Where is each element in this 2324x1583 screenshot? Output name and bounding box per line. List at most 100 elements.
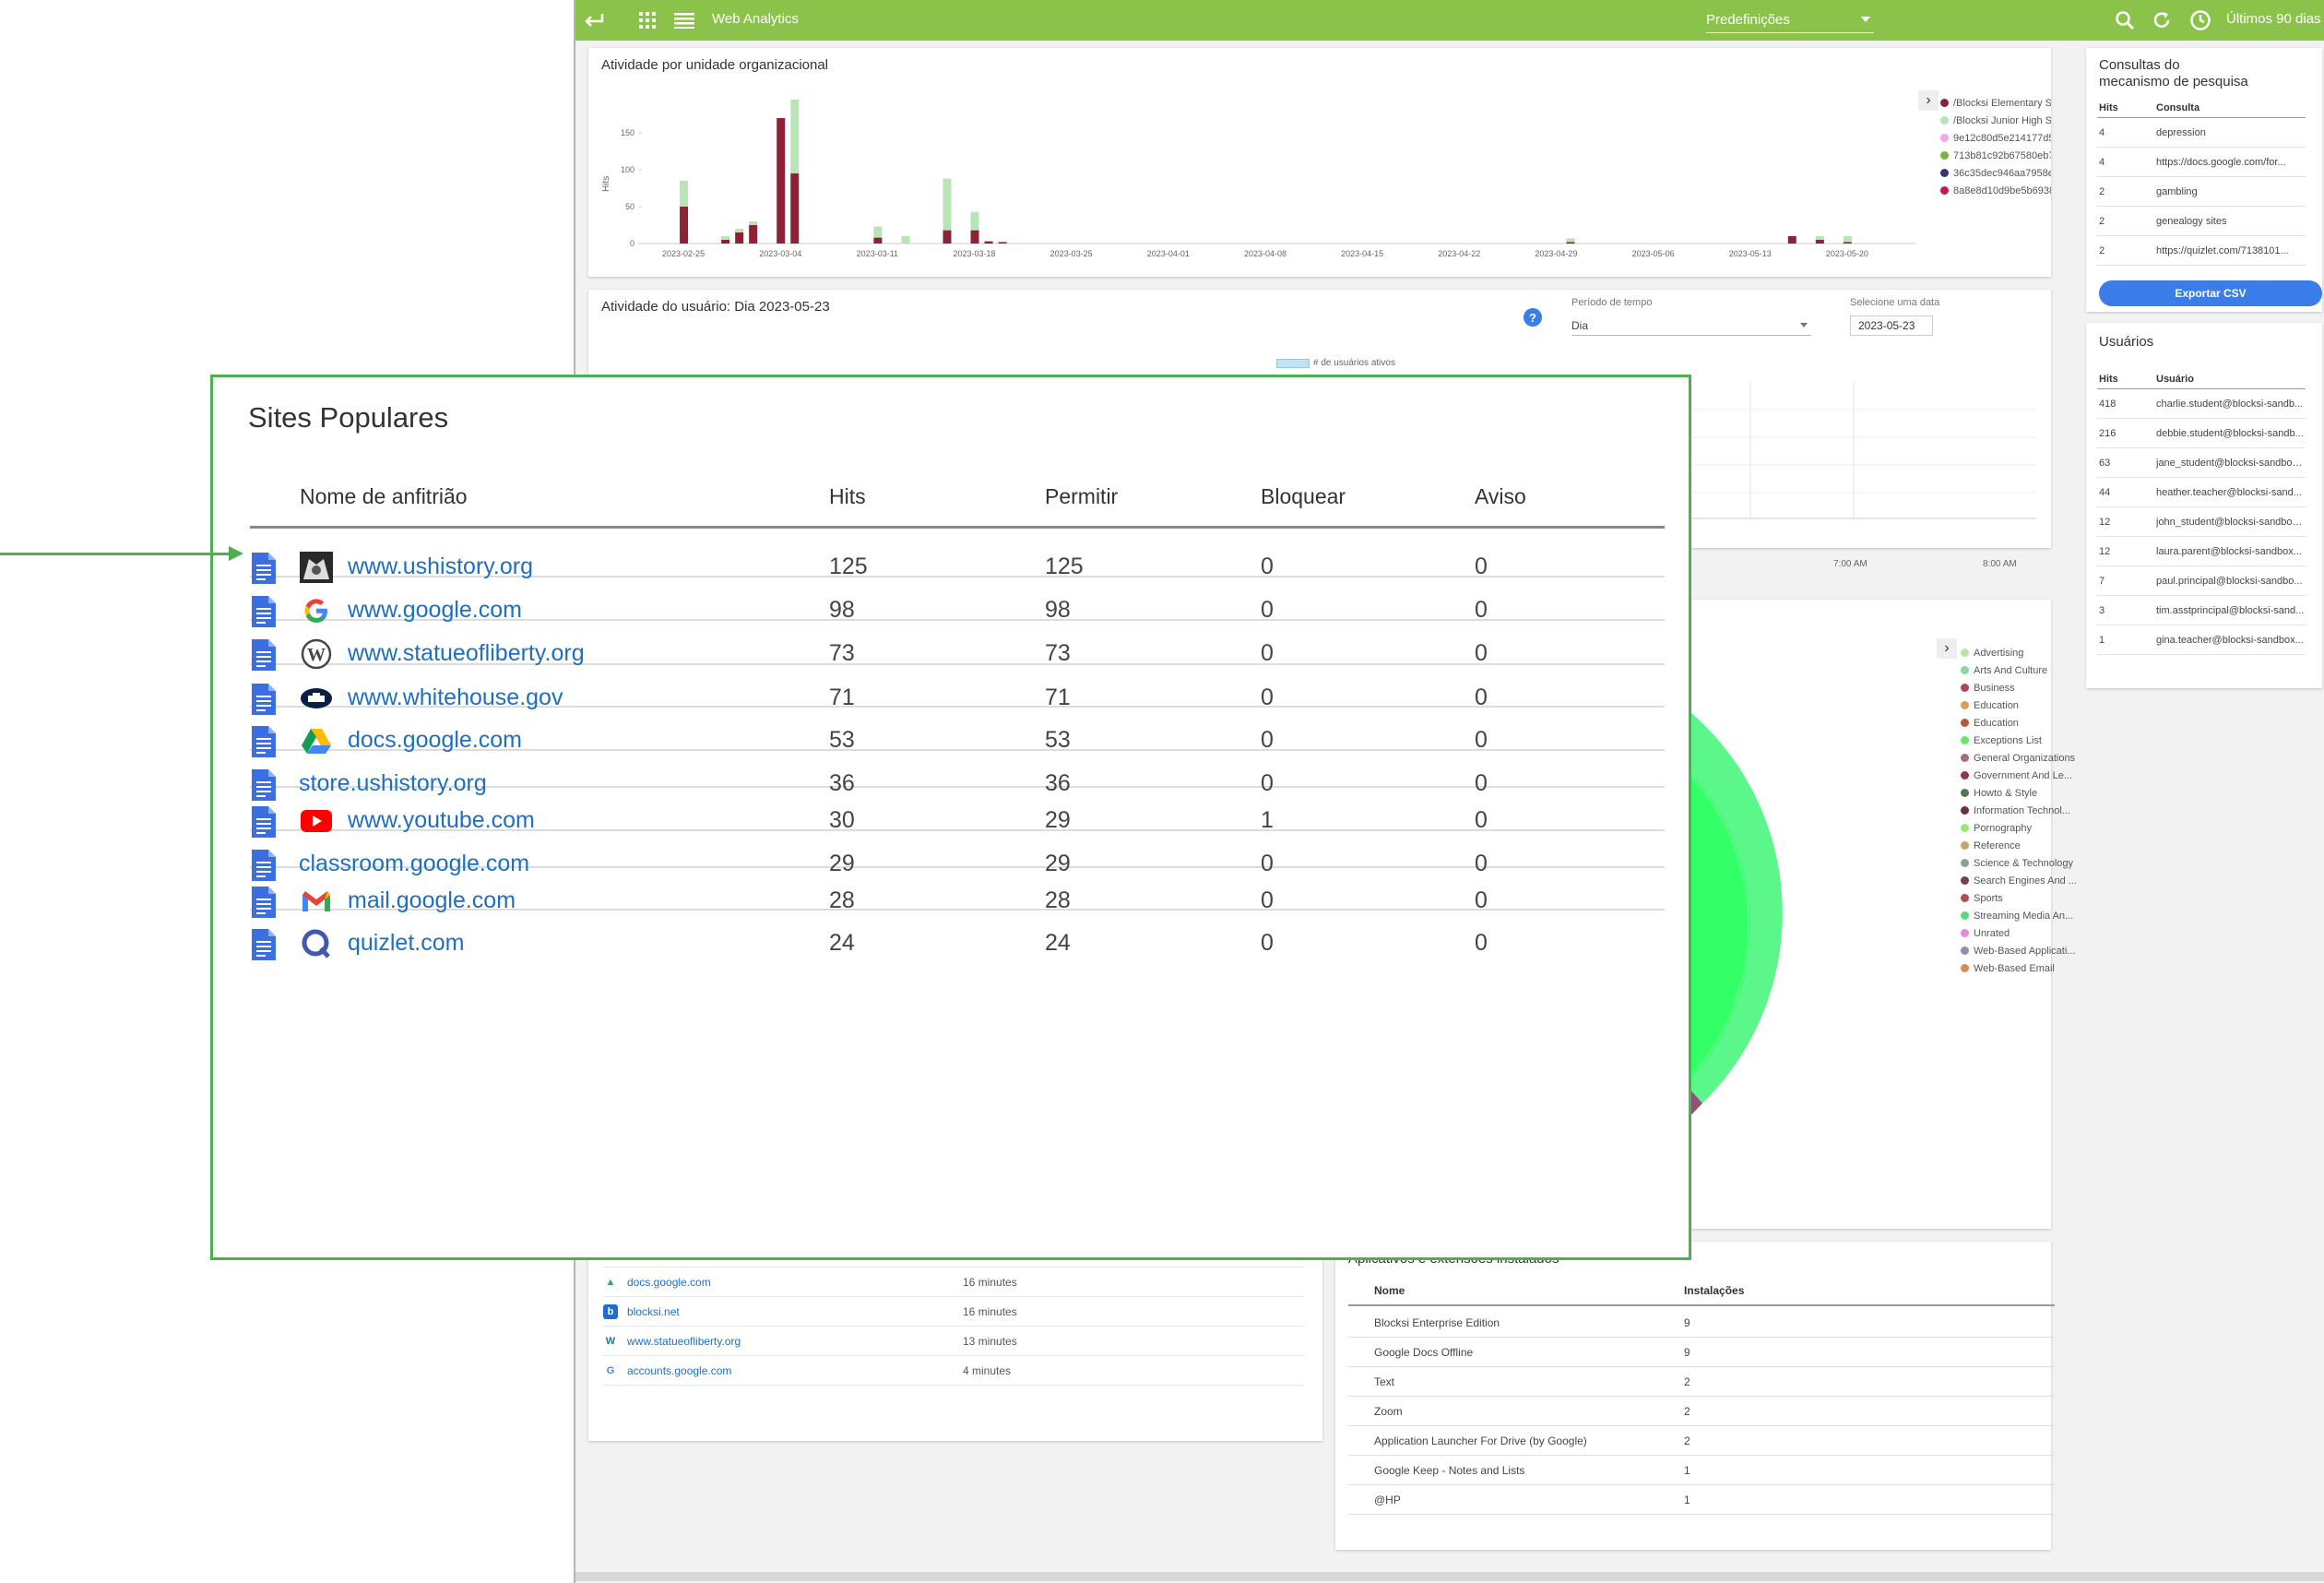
date-range-label[interactable]: Últimos 90 dias [2226, 11, 2321, 27]
site-report-icon[interactable] [250, 850, 278, 881]
popular-site-row[interactable]: www.google.com 98 98 0 0 [250, 577, 1665, 627]
hostname-link[interactable]: quizlet.com [348, 930, 465, 956]
horizontal-scrollbar[interactable] [575, 1572, 2324, 1581]
hostname-link[interactable]: www.ushistory.org [348, 553, 533, 579]
search-icon[interactable] [2112, 7, 2138, 33]
popular-site-row[interactable]: mail.google.com 28 28 0 0 [250, 868, 1665, 918]
category-legend-item[interactable]: Reference [1961, 837, 2090, 854]
recent-site-row[interactable]: ▲ docs.google.com 16 minutes [603, 1268, 1304, 1297]
legend-item[interactable]: /Blocksi Junior High Sch [1940, 112, 2051, 129]
category-legend-item[interactable]: Howto & Style [1961, 784, 2090, 802]
popular-site-row[interactable]: classroom.google.com 29 29 0 0 [250, 831, 1665, 881]
legend-chevron-right-icon[interactable]: › [1918, 90, 1939, 111]
user-row[interactable]: 1 gina.teacher@blocksi-sandbox... [2097, 625, 2306, 655]
site-report-icon[interactable] [250, 769, 278, 801]
installed-app-row[interactable]: Google Keep - Notes and Lists 1 [1348, 1456, 2055, 1485]
recent-site-link[interactable]: blocksi.net [627, 1304, 680, 1318]
category-legend-item[interactable]: Education [1961, 714, 2090, 732]
category-legend-item[interactable]: Information Technol... [1961, 802, 2090, 819]
installed-app-row[interactable]: @HP 1 [1348, 1485, 2055, 1515]
user-row[interactable]: 418 charlie.student@blocksi-sandb... [2097, 389, 2306, 419]
popular-site-row[interactable]: www.ushistory.org 125 125 0 0 [250, 529, 1665, 584]
help-icon[interactable]: ? [1524, 308, 1542, 327]
popular-site-row[interactable]: store.ushistory.org 36 36 0 0 [250, 751, 1665, 801]
user-row[interactable]: 12 laura.parent@blocksi-sandbox... [2097, 537, 2306, 566]
back-icon[interactable] [581, 7, 607, 33]
site-report-icon[interactable] [250, 726, 278, 757]
category-legend-item[interactable]: Web-Based Email [1961, 959, 2090, 977]
recent-site-link[interactable]: www.statueofliberty.org [627, 1334, 741, 1348]
user-row[interactable]: 12 john_student@blocksi-sandbox... [2097, 507, 2306, 537]
hostname-link[interactable]: store.ushistory.org [299, 770, 487, 796]
hostname-link[interactable]: docs.google.com [348, 727, 523, 753]
popular-site-row[interactable]: quizlet.com 24 24 0 0 [250, 911, 1665, 960]
site-report-icon[interactable] [250, 684, 278, 715]
user-row[interactable]: 3 tim.asstprincipal@blocksi-sand... [2097, 596, 2306, 625]
user-row[interactable]: 7 paul.principal@blocksi-sandbo... [2097, 566, 2306, 596]
legend-chevron-right-icon[interactable]: › [1937, 638, 1957, 659]
hostname-link[interactable]: www.statueofliberty.org [348, 640, 585, 666]
installed-app-row[interactable]: Application Launcher For Drive (by Googl… [1348, 1426, 2055, 1456]
apps-grid-icon[interactable] [634, 7, 660, 33]
recent-site-link[interactable]: accounts.google.com [627, 1363, 732, 1377]
hostname-link[interactable]: www.youtube.com [348, 807, 535, 833]
user-row[interactable]: 44 heather.teacher@blocksi-sand... [2097, 478, 2306, 507]
popular-site-row[interactable]: docs.google.com 53 53 0 0 [250, 708, 1665, 757]
recent-site-link[interactable]: docs.google.com [627, 1275, 711, 1289]
hostname-link[interactable]: classroom.google.com [299, 851, 530, 876]
site-report-icon[interactable] [250, 929, 278, 960]
query-row[interactable]: 2 genealogy sites [2097, 207, 2306, 236]
hostname-link[interactable]: www.google.com [348, 597, 522, 623]
hostname-link[interactable]: www.whitehouse.gov [348, 684, 563, 710]
installed-app-row[interactable]: Blocksi Enterprise Edition 9 [1348, 1308, 2055, 1338]
category-legend-item[interactable]: Pornography [1961, 819, 2090, 837]
menu-icon[interactable] [671, 7, 697, 33]
site-report-icon[interactable] [250, 806, 278, 838]
category-legend-item[interactable]: Business [1961, 679, 2090, 696]
category-legend-item[interactable]: Web-Based Applicati... [1961, 942, 2090, 959]
site-report-icon[interactable] [250, 553, 278, 584]
category-legend-item[interactable]: Unrated [1961, 924, 2090, 942]
site-report-icon[interactable] [250, 887, 278, 918]
query-row[interactable]: 2 https://quizlet.com/7138101... [2097, 236, 2306, 266]
installed-app-row[interactable]: Zoom 2 [1348, 1397, 2055, 1426]
category-legend-item[interactable]: General Organizations [1961, 749, 2090, 767]
category-legend-item[interactable]: Arts And Culture [1961, 661, 2090, 679]
recent-site-row[interactable]: b blocksi.net 16 minutes [603, 1297, 1304, 1327]
legend-item[interactable]: /Blocksi Elementary Sch [1940, 94, 2051, 112]
hostname-link[interactable]: mail.google.com [348, 887, 516, 913]
category-legend-item[interactable]: Streaming Media An... [1961, 907, 2090, 924]
refresh-icon[interactable] [2149, 7, 2175, 33]
category-legend-item[interactable]: Education [1961, 696, 2090, 714]
preset-dropdown[interactable]: Predefinições [1706, 7, 1874, 33]
legend-item[interactable]: 9e12c80d5e214177d58 [1940, 129, 2051, 147]
date-input[interactable]: 2023-05-23 [1850, 315, 1933, 336]
category-legend-item[interactable]: Search Engines And ... [1961, 872, 2090, 889]
site-report-icon[interactable] [250, 596, 278, 627]
legend-item[interactable]: 36c35dec946aa7958e5 [1940, 164, 2051, 182]
category-legend-item[interactable]: Science & Technology [1961, 854, 2090, 872]
period-select[interactable]: Dia [1571, 314, 1811, 336]
popular-site-row[interactable]: www.whitehouse.gov 71 71 0 0 [250, 665, 1665, 715]
export-csv-button[interactable]: Exportar CSV [2099, 280, 2322, 306]
query-row[interactable]: 4 https://docs.google.com/for... [2097, 148, 2306, 177]
category-legend-item[interactable]: Government And Le... [1961, 767, 2090, 784]
installed-app-row[interactable]: Text 2 [1348, 1367, 2055, 1397]
date-label: Selecione uma data [1850, 297, 1940, 308]
site-report-icon[interactable] [250, 639, 278, 671]
query-row[interactable]: 4 depression [2097, 118, 2306, 148]
legend-item[interactable]: 713b81c92b67580eb79 [1940, 147, 2051, 164]
popular-site-row[interactable]: www.youtube.com 30 29 1 0 [250, 788, 1665, 838]
query-row[interactable]: 2 gambling [2097, 177, 2306, 207]
installed-app-row[interactable]: Google Docs Offline 9 [1348, 1338, 2055, 1367]
user-row[interactable]: 216 debbie.student@blocksi-sandb... [2097, 419, 2306, 448]
clock-icon[interactable] [2188, 7, 2213, 33]
category-legend-item[interactable]: Advertising [1961, 644, 2090, 661]
user-row[interactable]: 63 jane_student@blocksi-sandbox... [2097, 448, 2306, 478]
category-legend-item[interactable]: Sports [1961, 889, 2090, 907]
category-legend-item[interactable]: Exceptions List [1961, 732, 2090, 749]
legend-item[interactable]: 8a8e8d10d9be5b69383 [1940, 182, 2051, 199]
